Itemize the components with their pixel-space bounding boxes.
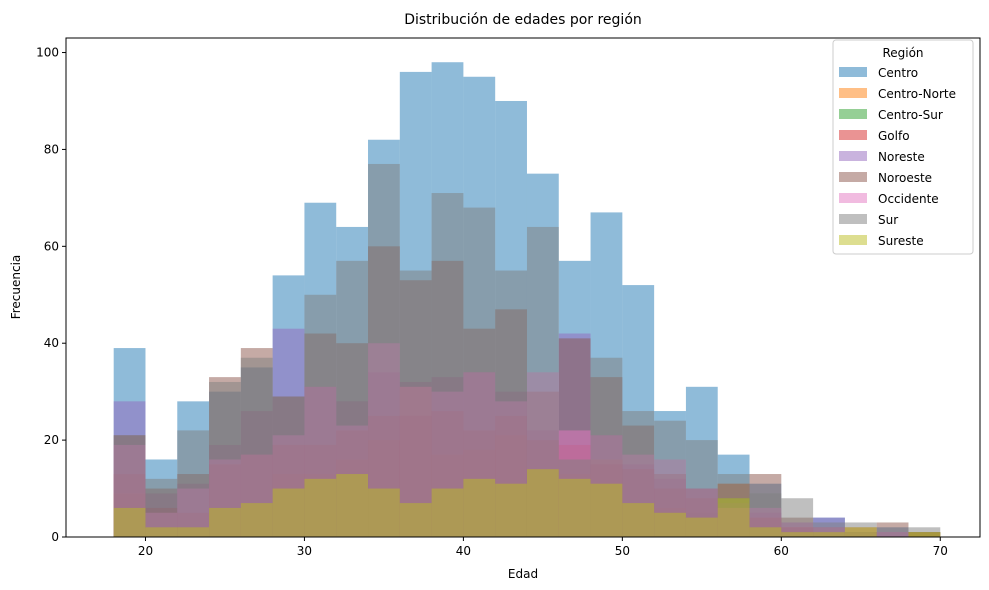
series-sureste <box>113 469 941 537</box>
histogram-bar <box>304 478 337 537</box>
histogram-bar <box>654 512 686 537</box>
histogram-bar <box>590 483 623 537</box>
legend-swatch <box>839 151 867 161</box>
histogram-bar <box>844 527 877 537</box>
histogram-bar <box>177 527 210 537</box>
y-tick-label: 80 <box>44 142 59 156</box>
legend-item: Golfo <box>878 129 910 143</box>
y-tick-label: 20 <box>44 433 59 447</box>
legend-title: Región <box>882 46 923 60</box>
legend-swatch <box>839 193 867 203</box>
legend-item: Centro-Sur <box>878 108 943 122</box>
histogram-bar <box>463 478 496 537</box>
histogram-bar <box>685 517 718 537</box>
histogram-bar <box>876 532 909 537</box>
y-tick-label: 40 <box>44 336 59 350</box>
legend-item: Sur <box>878 213 898 227</box>
x-tick-label: 70 <box>933 544 948 558</box>
histogram-bar <box>717 498 750 537</box>
histogram-bar <box>336 474 369 537</box>
y-tick-label: 100 <box>36 46 59 60</box>
plot-frame <box>65 37 981 538</box>
legend-item: Sureste <box>878 234 924 248</box>
y-axis-label: Frecuencia <box>9 255 23 320</box>
histogram-bar <box>431 193 464 538</box>
histogram-bar <box>368 488 400 537</box>
histogram-bar <box>368 163 400 537</box>
histogram-bar <box>813 532 845 537</box>
x-tick-label: 40 <box>456 544 471 558</box>
histogram-bar <box>272 488 305 537</box>
histogram-bar <box>240 503 273 537</box>
histogram-bar <box>399 270 432 537</box>
histogram-bar <box>558 478 591 537</box>
histogram-bar <box>209 507 241 537</box>
legend-swatch <box>839 235 867 245</box>
histogram-bar <box>781 498 814 537</box>
legend-swatch <box>839 172 867 182</box>
y-tick-label: 60 <box>44 239 59 253</box>
x-tick-label: 30 <box>297 544 312 558</box>
histogram-bar <box>399 503 432 537</box>
legend: Región Centro Centro-Norte Centro-Sur Golfo… <box>832 39 974 255</box>
legend-item: Centro <box>878 66 918 80</box>
legend-swatch <box>839 214 867 224</box>
histogram-bar <box>431 488 464 537</box>
histogram-bar <box>113 507 146 537</box>
legend-swatch <box>839 109 867 119</box>
histogram-bar <box>526 469 559 537</box>
histogram-bar <box>781 532 814 537</box>
histogram-bar <box>145 527 178 537</box>
histogram-bar <box>749 527 782 537</box>
legend-swatch <box>839 88 867 98</box>
legend-item: Noroeste <box>878 171 932 185</box>
histogram-bar <box>908 532 941 537</box>
y-tick-label: 0 <box>51 530 59 544</box>
x-tick-label: 20 <box>138 544 153 558</box>
legend-item: Centro-Norte <box>878 87 956 101</box>
histogram-bar <box>622 503 655 537</box>
legend-swatch <box>839 67 867 77</box>
x-tick-label: 50 <box>615 544 630 558</box>
legend-swatch <box>839 130 867 140</box>
chart-title: Distribución de edades por región <box>404 12 642 28</box>
legend-item: Noreste <box>878 150 925 164</box>
histogram-bar <box>177 430 210 537</box>
legend-item: Occidente <box>878 192 939 206</box>
x-tick-label: 60 <box>774 544 789 558</box>
histogram-bar <box>495 483 527 537</box>
x-axis-label: Edad <box>508 567 538 581</box>
